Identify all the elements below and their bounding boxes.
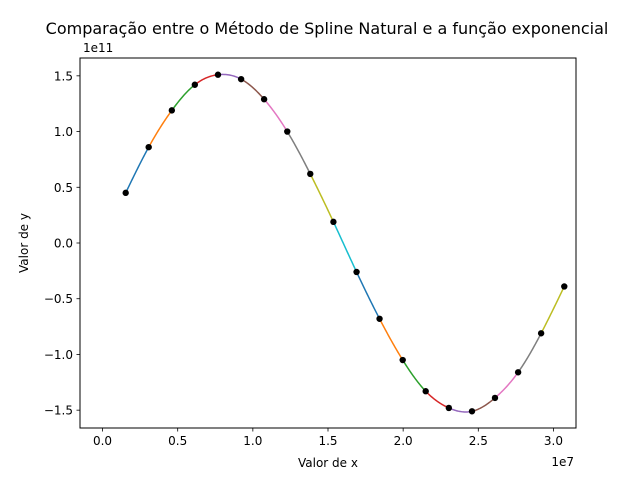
data-point-14 (422, 388, 429, 395)
data-point-10 (330, 218, 337, 226)
y-tick-label: 1.5 (54, 69, 73, 83)
spline-segment-5 (217, 73, 242, 80)
spline-segment-18 (517, 332, 542, 373)
x-axis-label: Valor de x (298, 456, 358, 470)
y-axis-label: Valor de y (17, 213, 31, 273)
spline-segment-12 (378, 318, 404, 361)
spline-segment-1 (125, 146, 150, 194)
x-tick-label: 1.5 (318, 434, 337, 448)
spline-curve-group (125, 73, 565, 413)
x-tick-label: 2.0 (394, 434, 413, 448)
y-tick-label: −1.5 (44, 404, 73, 418)
data-point-11 (353, 268, 360, 276)
x-axis-offset-text: 1e7 (551, 455, 574, 469)
data-point-9 (307, 170, 314, 178)
spline-segment-14 (425, 390, 450, 409)
spline-segment-8 (286, 131, 311, 175)
spline-segment-11 (355, 271, 381, 320)
spline-segment-19 (540, 286, 565, 334)
y-tick-label: −1.0 (44, 348, 73, 362)
data-point-13 (399, 356, 406, 364)
x-tick-label: 2.5 (469, 434, 488, 448)
y-axis-ticks: −1.5 −1.0 −0.5 0.0 0.5 1.0 1.5 (44, 69, 80, 418)
data-point-5 (214, 71, 222, 78)
data-point-17 (491, 394, 499, 402)
x-axis-ticks: 0.0 0.5 1.0 1.5 2.0 2.5 3.0 (93, 428, 563, 448)
spline-segment-4 (194, 73, 219, 86)
spline-segment-10 (332, 221, 358, 273)
plot-frame (79, 57, 577, 429)
spline-segment-13 (402, 359, 427, 392)
chart-title: Comparação entre o Método de Spline Natu… (46, 19, 609, 38)
x-tick-label: 3.0 (544, 434, 563, 448)
data-point-7 (260, 96, 268, 103)
data-point-20 (561, 283, 568, 290)
data-point-4 (191, 81, 199, 88)
spline-segment-16 (471, 397, 496, 413)
data-point-8 (284, 128, 291, 135)
data-point-18 (514, 369, 522, 376)
x-tick-label: 1.0 (243, 434, 262, 448)
data-point-19 (537, 330, 545, 337)
data-point-12 (376, 315, 383, 322)
data-point-15 (445, 404, 453, 412)
spline-segment-2 (148, 109, 173, 148)
data-point-6 (237, 75, 245, 83)
data-point-1 (122, 189, 129, 197)
spline-segment-6 (240, 78, 265, 100)
spline-segment-7 (263, 98, 288, 132)
y-tick-label: 1.0 (54, 125, 73, 139)
data-point-2 (145, 143, 152, 151)
y-tick-label: 0.5 (54, 181, 73, 195)
x-tick-label: 0.5 (168, 434, 187, 448)
data-point-group (122, 71, 568, 415)
y-axis-offset-text: 1e11 (83, 41, 113, 55)
spline-segment-3 (171, 84, 196, 111)
y-tick-label: 0.0 (54, 237, 73, 251)
data-point-3 (168, 107, 176, 114)
data-point-16 (468, 408, 476, 415)
spline-segment-9 (309, 173, 335, 223)
spline-segment-15 (448, 407, 473, 413)
x-tick-label: 0.0 (93, 434, 112, 448)
y-tick-label: −0.5 (44, 292, 73, 306)
spline-segment-17 (494, 371, 519, 399)
